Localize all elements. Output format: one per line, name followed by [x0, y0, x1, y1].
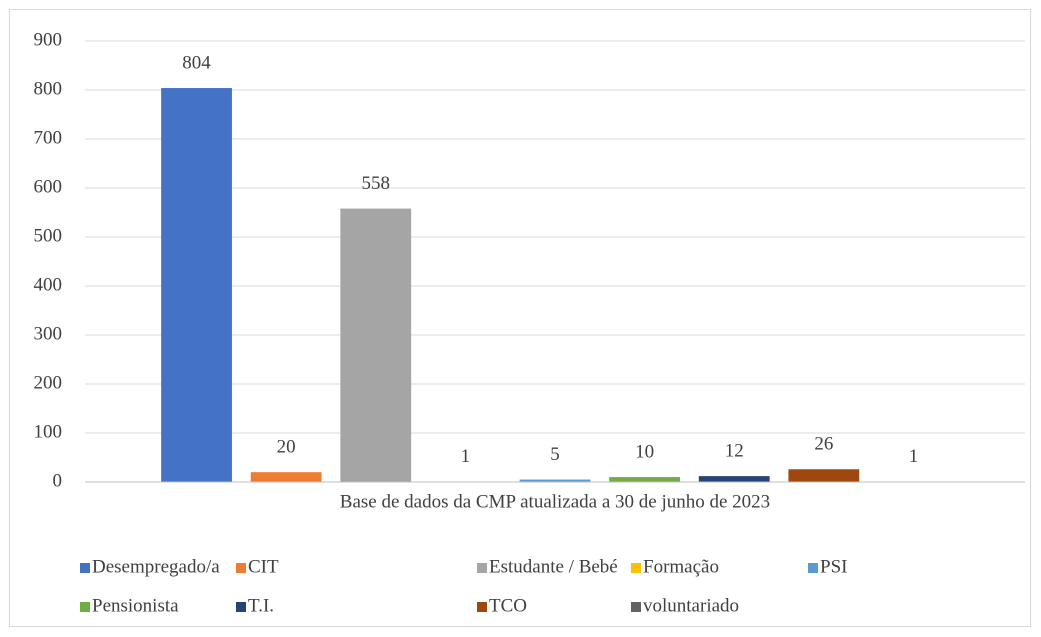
y-tick-label: 500 — [34, 225, 63, 246]
legend-label: Desempregado/a — [92, 556, 220, 577]
bar — [788, 469, 860, 482]
data-label: 20 — [277, 437, 296, 458]
y-tick-label: 300 — [34, 323, 63, 344]
x-tick-label: Base de dados da CMP atualizada a 30 de … — [340, 491, 770, 512]
data-label: 12 — [725, 440, 744, 461]
data-label: 1 — [461, 446, 471, 467]
legend-label: Formação — [643, 556, 719, 577]
legend-label: Pensionista — [92, 595, 179, 616]
legend-swatch — [477, 563, 487, 573]
legend-swatch — [631, 602, 641, 612]
legend-label: Estudante / Bebé — [489, 556, 618, 577]
y-tick-label: 700 — [34, 127, 63, 148]
data-label: 804 — [182, 52, 211, 73]
legend-swatch — [808, 563, 818, 573]
bar — [609, 477, 681, 482]
data-label: 5 — [550, 444, 560, 465]
bar — [250, 472, 322, 482]
bar — [340, 208, 412, 482]
bar — [698, 476, 770, 482]
data-label: 10 — [635, 441, 654, 462]
legend-label: CIT — [248, 556, 279, 577]
y-tick-label: 100 — [34, 421, 63, 442]
legend-swatch — [236, 602, 246, 612]
y-tick-label: 0 — [53, 470, 63, 491]
bar — [161, 88, 232, 482]
data-label: 1 — [909, 446, 919, 467]
y-tick-label: 400 — [34, 274, 63, 295]
legend-swatch — [80, 602, 90, 612]
legend-label: TCO — [489, 595, 527, 616]
legend-swatch — [631, 563, 641, 573]
bar — [519, 479, 591, 482]
legend-swatch — [80, 563, 90, 573]
data-label: 558 — [362, 173, 391, 194]
legend-swatch — [236, 563, 246, 573]
legend-label: PSI — [820, 556, 847, 577]
y-tick-label: 900 — [34, 29, 63, 50]
y-tick-label: 600 — [34, 176, 63, 197]
legend-label: T.I. — [248, 595, 274, 616]
y-tick-label: 800 — [34, 78, 63, 99]
y-tick-label: 200 — [34, 372, 63, 393]
legend-label: voluntariado — [643, 595, 739, 616]
legend-swatch — [477, 602, 487, 612]
data-label: 26 — [814, 434, 833, 455]
